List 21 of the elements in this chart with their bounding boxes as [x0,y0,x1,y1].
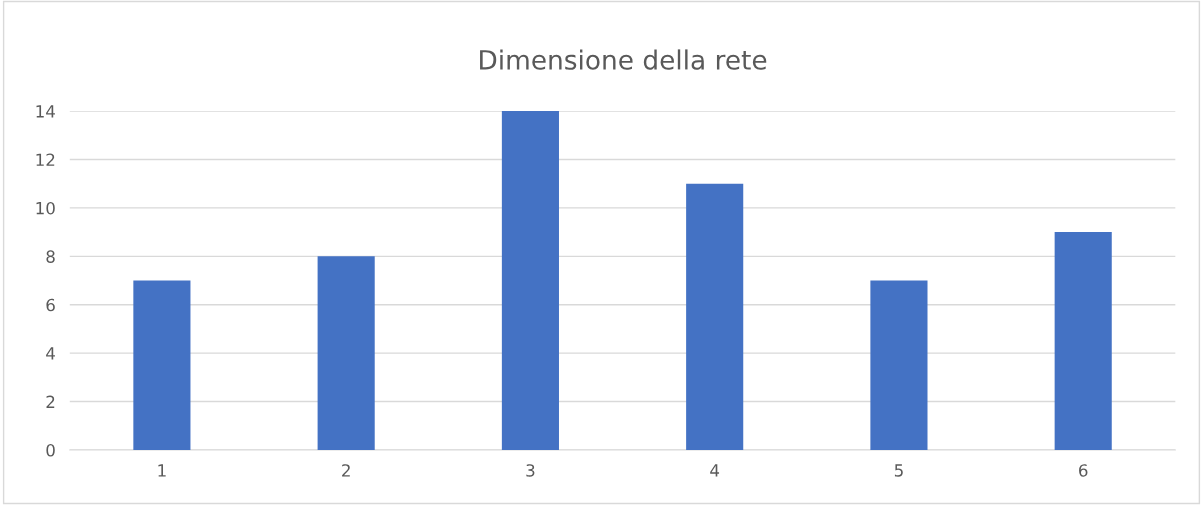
y-tick-label: 14 [36,105,55,118]
bar [317,256,375,450]
bar [133,280,191,450]
bar [870,280,928,450]
y-tick-label: 8 [46,250,55,263]
y-tick-label: 12 [36,153,55,166]
y-tick-label: 10 [36,201,55,215]
x-tick-label: 1 [158,464,166,477]
y-tick-label: 6 [46,298,55,312]
x-tick-label: 6 [1079,464,1088,477]
y-tick-label: 4 [46,347,55,360]
x-tick-label: 5 [894,464,903,477]
x-tick-label: 3 [526,464,535,477]
y-tick-label: 0 [46,443,55,457]
chart-title: Dimensione della rete [480,49,767,70]
bar [501,111,559,450]
y-tick-label: 2 [46,395,55,408]
x-tick-label: 2 [342,464,350,477]
bar [1054,232,1112,450]
bar [686,183,744,450]
x-tick-label: 4 [710,464,720,477]
